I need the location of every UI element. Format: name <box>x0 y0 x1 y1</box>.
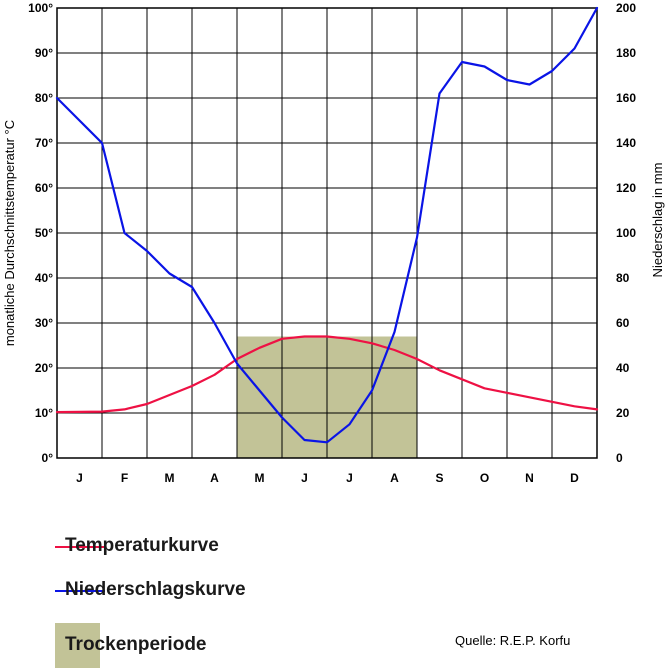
legend-temperature-line <box>55 546 105 548</box>
legend-precipitation-label: Niederschlagskurve <box>65 579 246 600</box>
x-tick-label: F <box>121 471 128 485</box>
y-right-tick-label: 20 <box>616 406 630 420</box>
legend-temperature-label: Temperaturkurve <box>65 535 219 556</box>
y-right-tick-label: 180 <box>616 46 636 60</box>
temperature-line <box>55 335 599 414</box>
x-tick-label: J <box>346 471 353 485</box>
x-tick-label: D <box>570 471 579 485</box>
y-left-tick-label: 50° <box>35 226 53 240</box>
x-tick-label: J <box>76 471 83 485</box>
y-right-axis-label: Niederschlag in mm <box>650 163 665 278</box>
y-right-tick-label: 120 <box>616 181 636 195</box>
x-tick-label: S <box>435 471 443 485</box>
y-right-tick-label: 140 <box>616 136 636 150</box>
source-note: Quelle: R.E.P. Korfu <box>455 633 571 648</box>
y-left-axis-label: monatliche Durchschnittstemperatur °C <box>2 120 17 346</box>
legend-precipitation-line <box>55 590 105 592</box>
y-left-tick-label: 10° <box>35 406 53 420</box>
legend-dry-period-label: Trockenperiode <box>65 634 207 655</box>
legend-dry-period-swatch <box>55 623 100 668</box>
x-tick-label: O <box>480 471 489 485</box>
y-right-tick-label: 60 <box>616 316 630 330</box>
y-right-tick-label: 200 <box>616 1 636 15</box>
y-left-tick-label: 30° <box>35 316 53 330</box>
y-left-tick-label: 80° <box>35 91 53 105</box>
y-right-tick-label: 100 <box>616 226 636 240</box>
precipitation-line <box>55 6 599 444</box>
x-tick-label: A <box>210 471 219 485</box>
y-left-tick-label: 70° <box>35 136 53 150</box>
y-left-tick-label: 100° <box>28 1 53 15</box>
y-right-tick-label: 0 <box>616 451 623 465</box>
y-left-tick-label: 40° <box>35 271 53 285</box>
y-right-tick-label: 40 <box>616 361 630 375</box>
x-tick-label: N <box>525 471 534 485</box>
x-tick-label: M <box>165 471 175 485</box>
y-right-tick-label: 160 <box>616 91 636 105</box>
y-left-tick-label: 20° <box>35 361 53 375</box>
x-tick-label: A <box>390 471 399 485</box>
plot-frame <box>56 7 598 459</box>
y-left-tick-label: 90° <box>35 46 53 60</box>
y-left-tick-label: 60° <box>35 181 53 195</box>
legend-temperature <box>55 532 105 562</box>
y-left-tick-label: 0° <box>42 451 54 465</box>
x-tick-label: M <box>255 471 265 485</box>
y-right-tick-label: 80 <box>616 271 630 285</box>
climate-chart: 0° 10° 20° 30° 40° 50° 60° 70° 80° 90° 100° 0 20 40 60… <box>2 1 665 485</box>
x-tick-label: J <box>301 471 308 485</box>
legend-precipitation <box>55 576 105 606</box>
